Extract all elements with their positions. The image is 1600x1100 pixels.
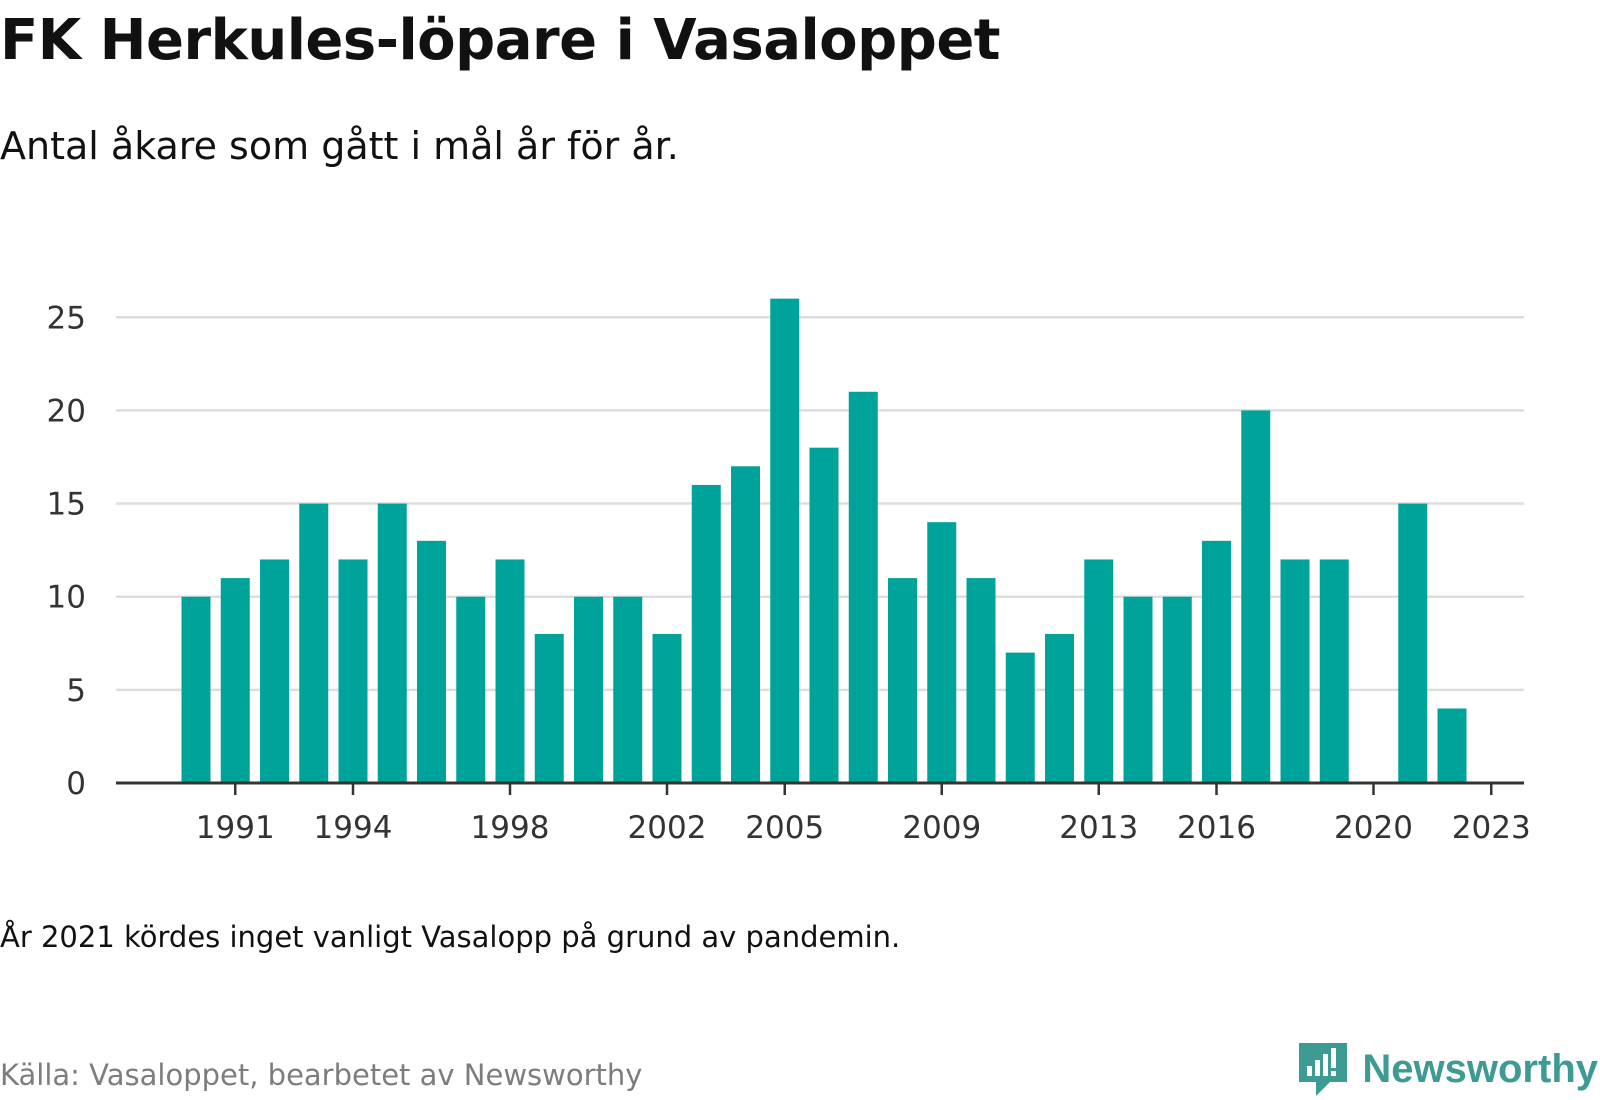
source-credit: Källa: Vasaloppet, bearbetet av Newswort… [0, 1058, 643, 1092]
bar-1997 [456, 596, 486, 783]
x-tick-label: 1998 [471, 810, 550, 846]
x-tick-label: 2020 [1334, 810, 1413, 846]
y-tick-label: 15 [47, 487, 86, 523]
bar-1993 [299, 503, 329, 783]
bar-2006 [809, 447, 839, 783]
y-tick-label: 20 [47, 393, 86, 429]
x-tick-label: 2005 [745, 810, 824, 846]
x-tick-label: 1991 [196, 810, 275, 846]
bar-chart: 0 5 10 15 20 25 1991 1994 1998 2002 2005 2009 2013 20… [47, 298, 1531, 846]
bar-1995 [377, 503, 407, 783]
y-tick-label: 5 [66, 673, 86, 709]
x-tick-label: 2023 [1452, 810, 1531, 846]
bar-2001 [613, 596, 643, 783]
bar-1996 [417, 540, 446, 783]
bar-2016 [1202, 540, 1231, 783]
chart-note: År 2021 kördes inget vanligt Vasalopp på… [0, 920, 901, 954]
bar-2022 [1437, 708, 1467, 783]
bar-2010 [966, 578, 996, 783]
bar-1991 [220, 578, 250, 783]
bar-1999 [534, 633, 564, 783]
x-tick-label: 1994 [314, 810, 393, 846]
bar-2005 [770, 298, 800, 783]
bar-2013 [1084, 559, 1114, 783]
y-tick-label: 10 [47, 580, 86, 616]
newsworthy-logo-icon [1299, 1043, 1348, 1096]
x-tick-label: 2009 [902, 810, 981, 846]
chart-subtitle: Antal åkare som gått i mål år för år. [0, 124, 679, 168]
chart-title: FK Herkules-löpare i Vasaloppet [0, 8, 1001, 73]
brand-name: Newsworthy [1362, 1046, 1598, 1091]
bar-2021 [1398, 503, 1428, 783]
x-tick-label: 2002 [628, 810, 707, 846]
y-tick-label: 25 [47, 300, 86, 336]
y-tick-label: 0 [66, 766, 86, 802]
bar-2011 [1005, 652, 1035, 783]
bar-2017 [1241, 410, 1271, 783]
x-tick-label: 2016 [1177, 810, 1256, 846]
bar-2003 [691, 484, 721, 783]
bar-1992 [260, 559, 289, 783]
bar-2015 [1162, 596, 1192, 783]
bar-1998 [495, 559, 525, 783]
brand-logo-group: Newsworthy [1296, 1040, 1598, 1098]
bar-1994 [338, 559, 368, 783]
bar-2002 [652, 633, 682, 783]
bar-2008 [888, 578, 917, 783]
x-tick-label: 2013 [1059, 810, 1138, 846]
bar-2004 [731, 466, 760, 783]
bar-2018 [1280, 559, 1310, 783]
bar-2019 [1319, 559, 1349, 783]
bar-2012 [1045, 633, 1074, 783]
bar-2000 [574, 596, 603, 783]
bar-2009 [927, 522, 957, 783]
bar-1990 [181, 596, 211, 783]
bar-2007 [848, 391, 878, 783]
bar-2014 [1123, 596, 1153, 783]
